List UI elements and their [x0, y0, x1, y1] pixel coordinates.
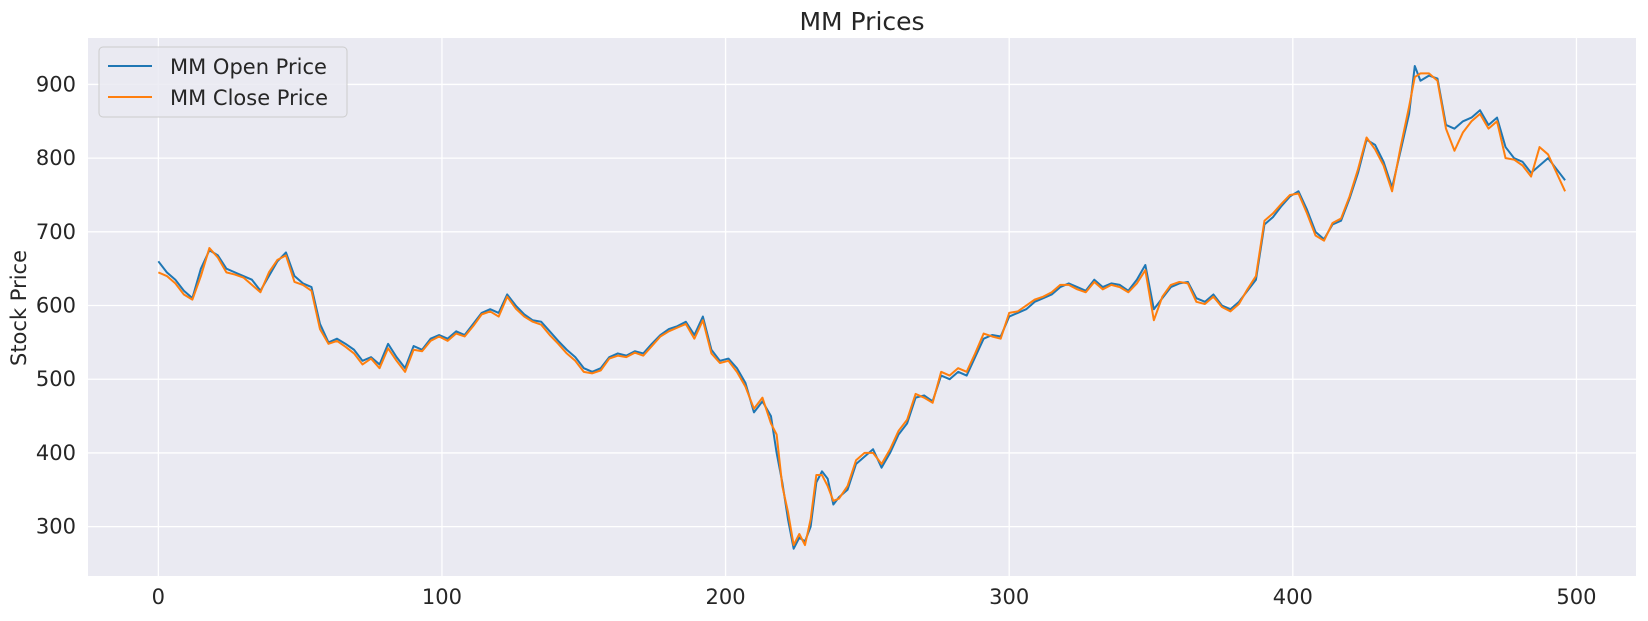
y-axis-label: Stock Price: [7, 250, 31, 366]
legend-label: MM Close Price: [170, 86, 328, 110]
y-tick-label: 700: [36, 220, 76, 244]
x-tick-label: 200: [706, 585, 746, 609]
chart-title: MM Prices: [799, 7, 924, 36]
x-tick-label: 300: [989, 585, 1029, 609]
legend-label: MM Open Price: [170, 55, 327, 79]
close-price-line: [157, 72, 1566, 547]
y-tick-label: 500: [36, 367, 76, 391]
legend: MM Open Price MM Close Price: [98, 46, 348, 118]
legend-box: [98, 46, 348, 118]
y-tick-label: 600: [36, 294, 76, 318]
y-tick-label: 300: [36, 515, 76, 539]
x-tick-label: 100: [422, 585, 462, 609]
y-tick-label: 400: [36, 441, 76, 465]
plot-background: [88, 38, 1636, 576]
y-tick-label: 800: [36, 146, 76, 170]
x-tick-label: 400: [1273, 585, 1313, 609]
y-tick-label: 900: [36, 72, 76, 96]
x-tick-label: 0: [152, 585, 165, 609]
x-tick-label: 500: [1556, 585, 1596, 609]
